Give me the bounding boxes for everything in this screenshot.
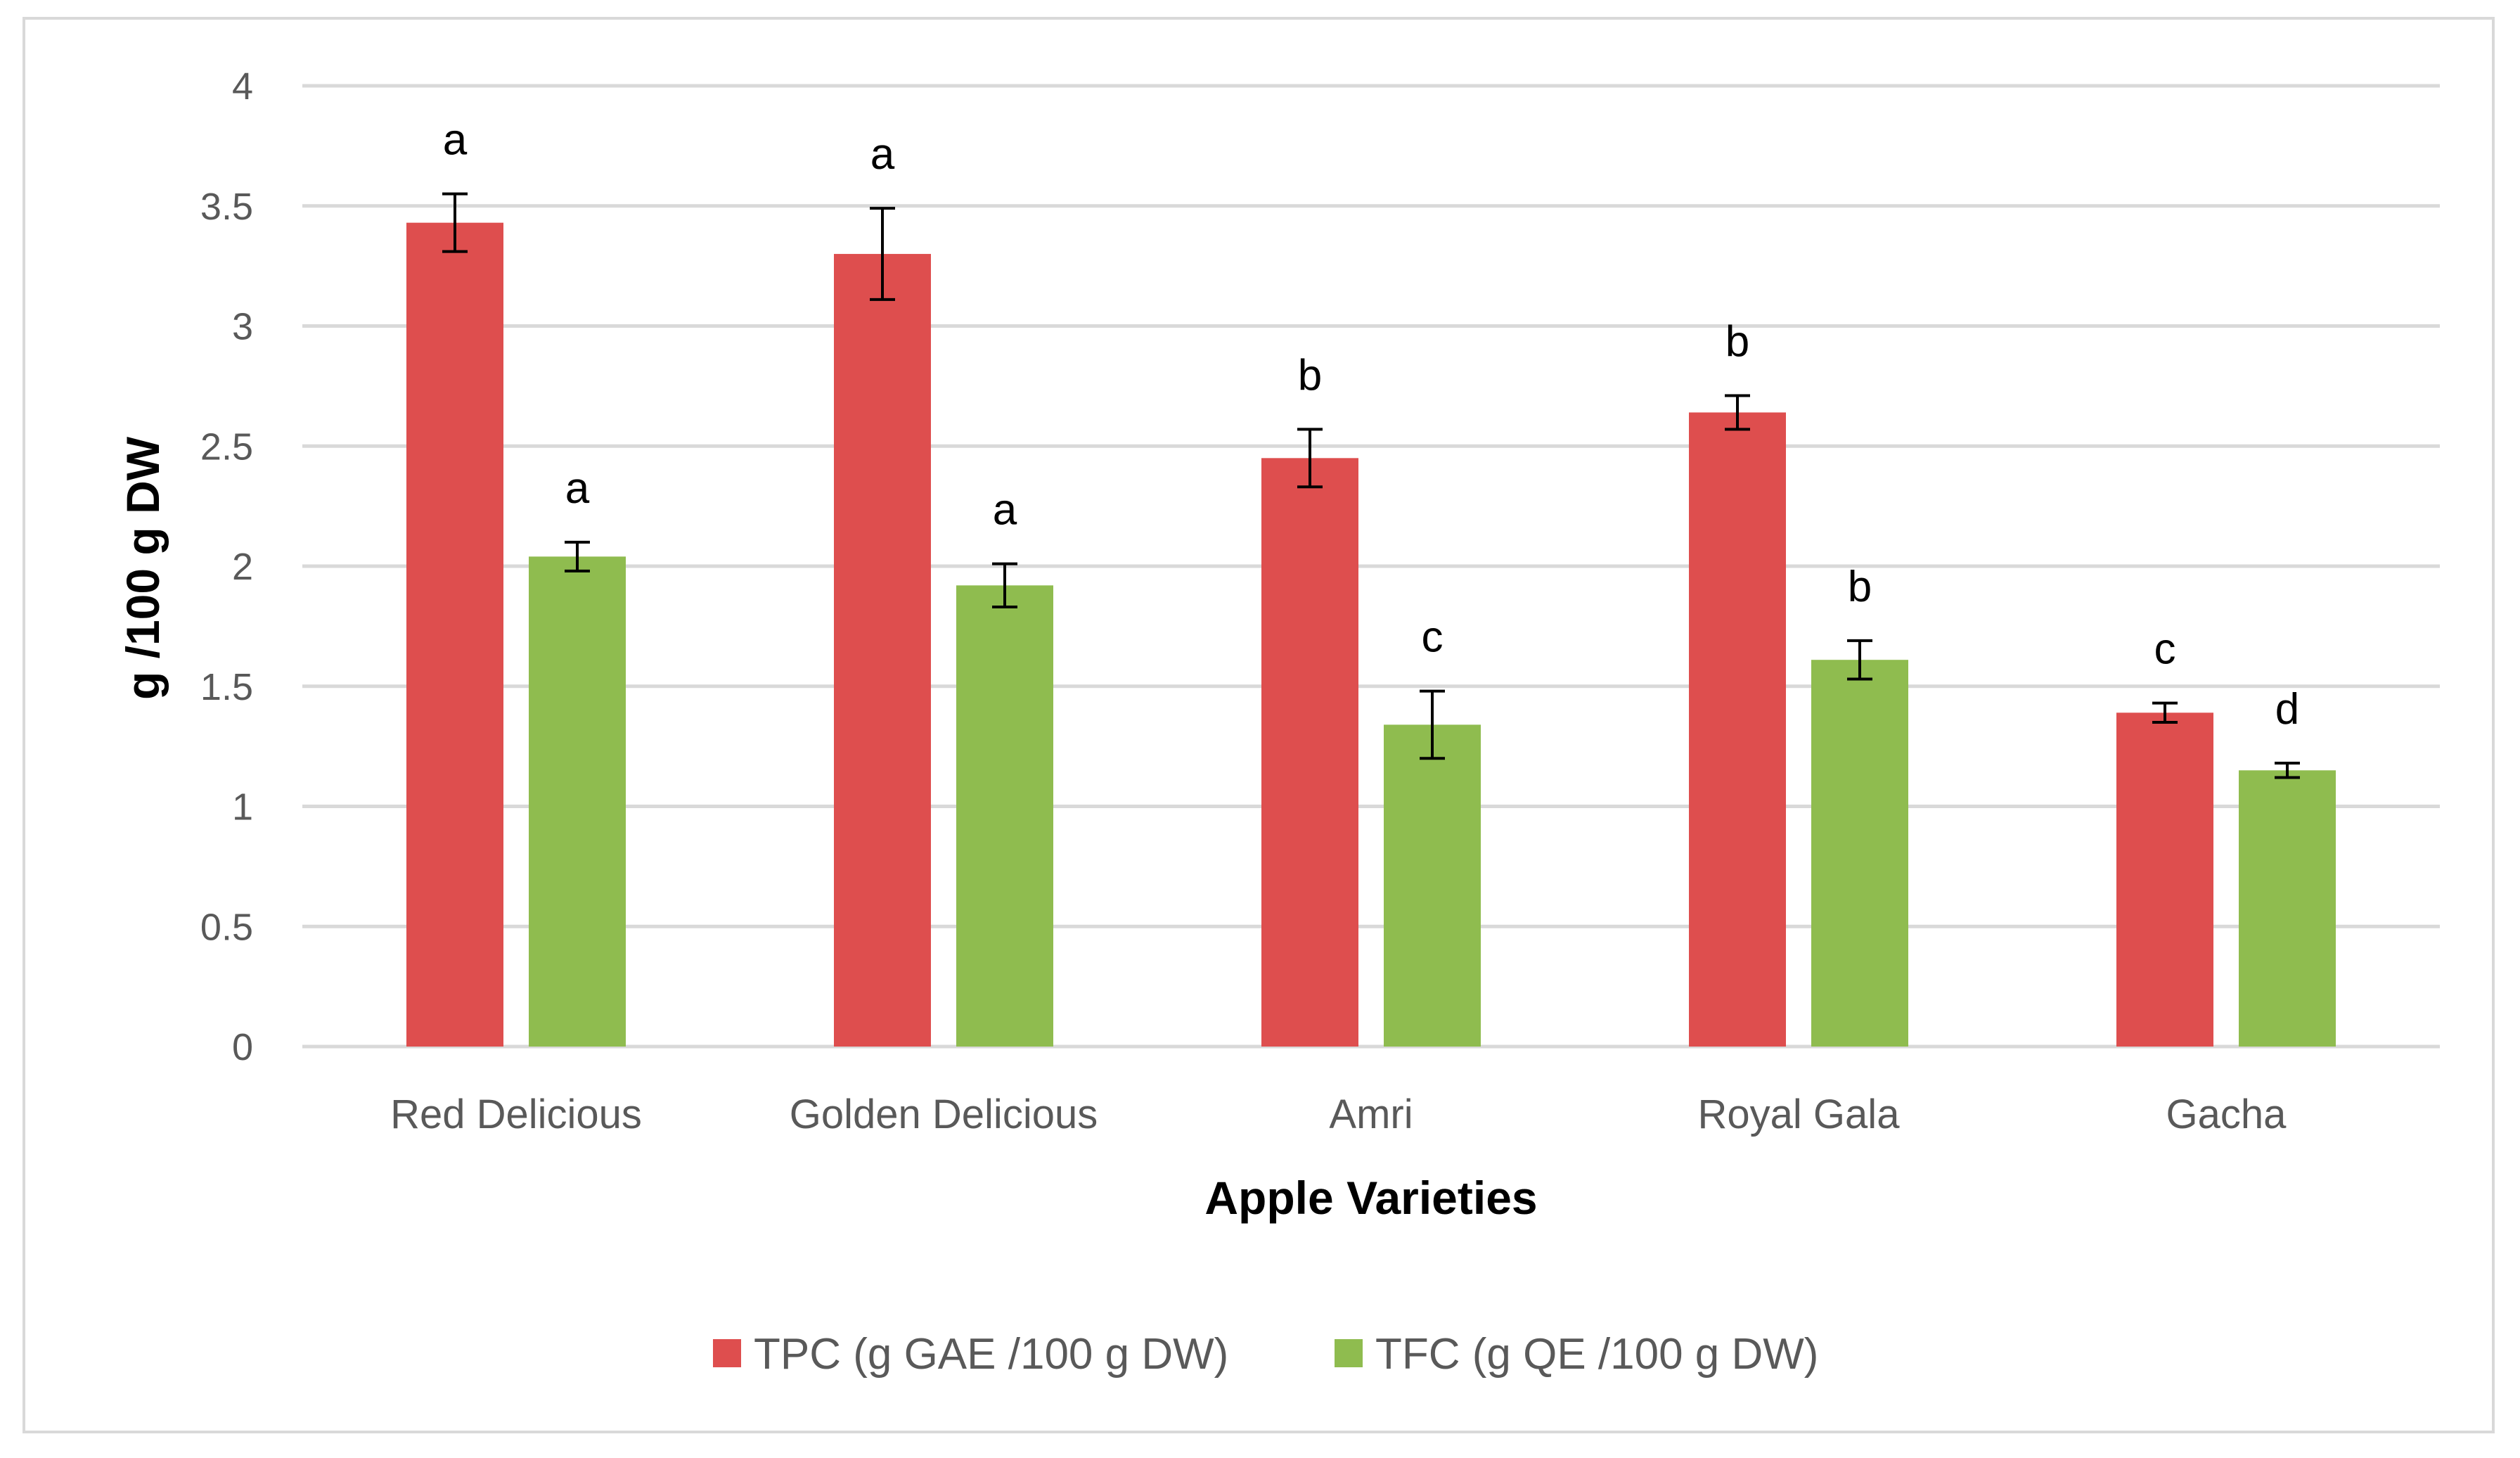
x-tick-label: Royal Gala [1698,1092,1901,1137]
significance-letter: c [2154,625,2176,674]
y-tick-label: 3.5 [200,186,253,228]
bar-tfc-amri [1384,724,1481,1047]
bar-tfc-royal-gala [1811,660,1908,1047]
x-tick-label: Gacha [2166,1092,2287,1137]
significance-letter: a [443,116,468,165]
bar-tpc-royal-gala [1689,412,1786,1047]
y-tick-label: 0.5 [200,906,253,948]
significance-letter: a [993,486,1017,535]
legend-label-tpc: TPC (g GAE /100 g DW) [754,1330,1228,1379]
error-bar [992,562,1017,609]
grid-layer [302,84,2440,1049]
y-tick-label: 1 [232,786,253,829]
bar-tpc-gacha [2116,712,2213,1047]
legend: TPC (g GAE /100 g DW) TFC (g QE /100 g D… [713,1330,1818,1379]
error-bar [2275,762,2300,779]
significance-letter: b [1848,563,1872,611]
error-bar [2152,701,2178,724]
error-bar [1725,394,1750,431]
significance-letter: a [870,130,895,179]
y-tick-label: 2 [232,546,253,588]
y-tick-labels: 0 0.5 1 1.5 2 2.5 3 3.5 4 [200,65,253,1068]
error-bar [442,192,468,253]
y-tick-label: 3 [232,306,253,348]
x-tick-label: Golden Delicious [790,1092,1098,1137]
legend-swatch-tfc [1335,1339,1363,1367]
significance-letter: d [2275,685,2299,734]
significance-letter: a [565,464,590,513]
x-tick-label: Red Delicious [390,1092,642,1137]
significance-letter: b [1298,351,1322,399]
bars [406,222,2336,1047]
y-tick-label: 1.5 [200,666,253,708]
chart-svg: 0 0.5 1 1.5 2 2.5 3 3.5 4 a a a a b c b b c d Red Delicio… [117,65,2440,1379]
significance-letters: a a a a b c b b c d [443,116,2299,734]
x-axis-title: Apple Varieties [1204,1172,1537,1224]
bar-tpc-golden-delicious [834,254,931,1047]
legend-label-tfc: TFC (g QE /100 g DW) [1375,1330,1818,1379]
bar-tpc-red-delicious [406,222,503,1047]
x-tick-labels: Red Delicious Golden Delicious Amri Royal G… [390,1092,2287,1137]
y-tick-label: 4 [232,65,253,108]
chart-frame: 0 0.5 1 1.5 2 2.5 3 3.5 4 a a a a b c b b c d Red Delicio… [22,17,2495,1433]
error-bars [442,192,2300,779]
x-tick-label: Amri [1329,1092,1413,1137]
error-bar [1847,639,1872,681]
bar-tpc-amri [1261,458,1358,1047]
y-tick-label: 2.5 [200,426,253,468]
error-bar [1297,428,1323,489]
legend-swatch-tpc [713,1339,741,1367]
y-axis-title: g /100 g DW [117,436,169,700]
significance-letter: b [1725,318,1749,366]
y-tick-label: 0 [232,1026,253,1068]
significance-letter: c [1422,613,1444,662]
error-bar [1420,689,1445,760]
bar-tfc-gacha [2239,770,2336,1047]
error-bar [565,540,590,573]
bar-tfc-golden-delicious [956,585,1053,1047]
error-bar [870,207,895,301]
bar-tfc-red-delicious [529,556,626,1047]
